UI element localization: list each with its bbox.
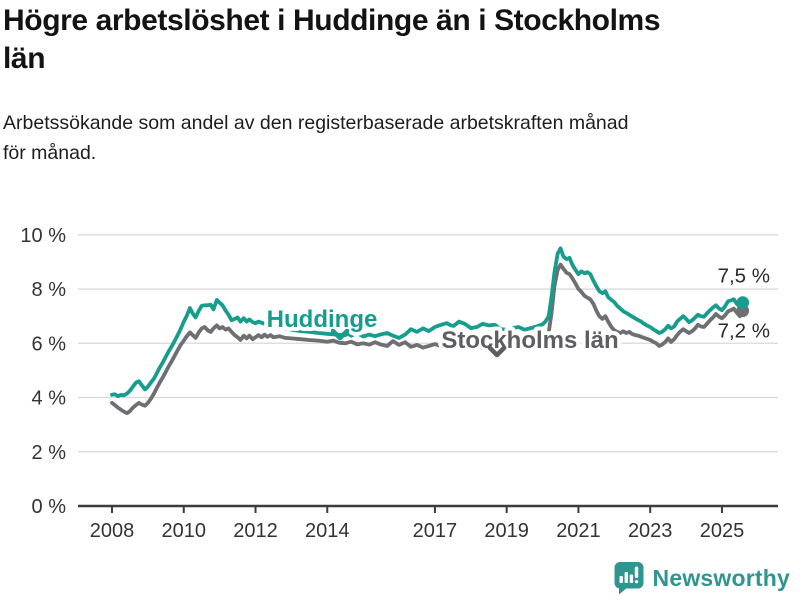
- x-tick-label: 2019: [484, 520, 529, 542]
- x-tick-label: 2012: [233, 520, 278, 542]
- newsworthy-logo-icon: [614, 562, 644, 595]
- y-tick-label: 2 %: [32, 442, 67, 464]
- stockholms-l-n-line: [110, 262, 745, 416]
- y-tick-label: 10 %: [20, 225, 66, 247]
- newsworthy-logo: Newsworthy: [614, 561, 790, 595]
- series-label-arrow-icon: [487, 345, 507, 358]
- series-label-arrow-icon: [330, 328, 350, 341]
- chart-subtitle: Arbetssökande som andel av den registerb…: [3, 112, 629, 164]
- header: Högre arbetslöshet i Huddinge än i Stock…: [3, 2, 795, 168]
- series-label-huddinge: Huddinge: [267, 306, 378, 333]
- brand-name: Newsworthy: [652, 564, 790, 591]
- huddinge-end-dot: [736, 296, 750, 309]
- x-tick-label: 2014: [305, 520, 350, 542]
- x-tick-label: 2017: [413, 520, 458, 542]
- huddinge-line: [110, 246, 745, 399]
- x-tick-label: 2023: [628, 520, 673, 542]
- x-tick-label: 2010: [162, 520, 207, 542]
- series-label-stockholms-l-n: Stockholms län: [441, 327, 618, 354]
- x-tick-label: 2021: [556, 520, 601, 542]
- end-value-label: 7,2 %: [718, 320, 770, 343]
- page-title: Högre arbetslöshet i Huddinge än i Stock…: [3, 4, 661, 75]
- y-tick-label: 8 %: [32, 279, 67, 301]
- y-tick-label: 6 %: [32, 333, 67, 355]
- y-tick-label: 4 %: [32, 388, 67, 410]
- x-tick-label: 2008: [90, 520, 135, 542]
- x-tick-label: 2025: [700, 520, 745, 542]
- end-value-label: 7,5 %: [718, 265, 770, 288]
- y-tick-label: 0 %: [32, 496, 67, 518]
- unemployment-line-chart: 0 % 2 % 4 % 6 % 8 % 10 % 2008 2010 2012 2014 2017 2…: [20, 225, 778, 542]
